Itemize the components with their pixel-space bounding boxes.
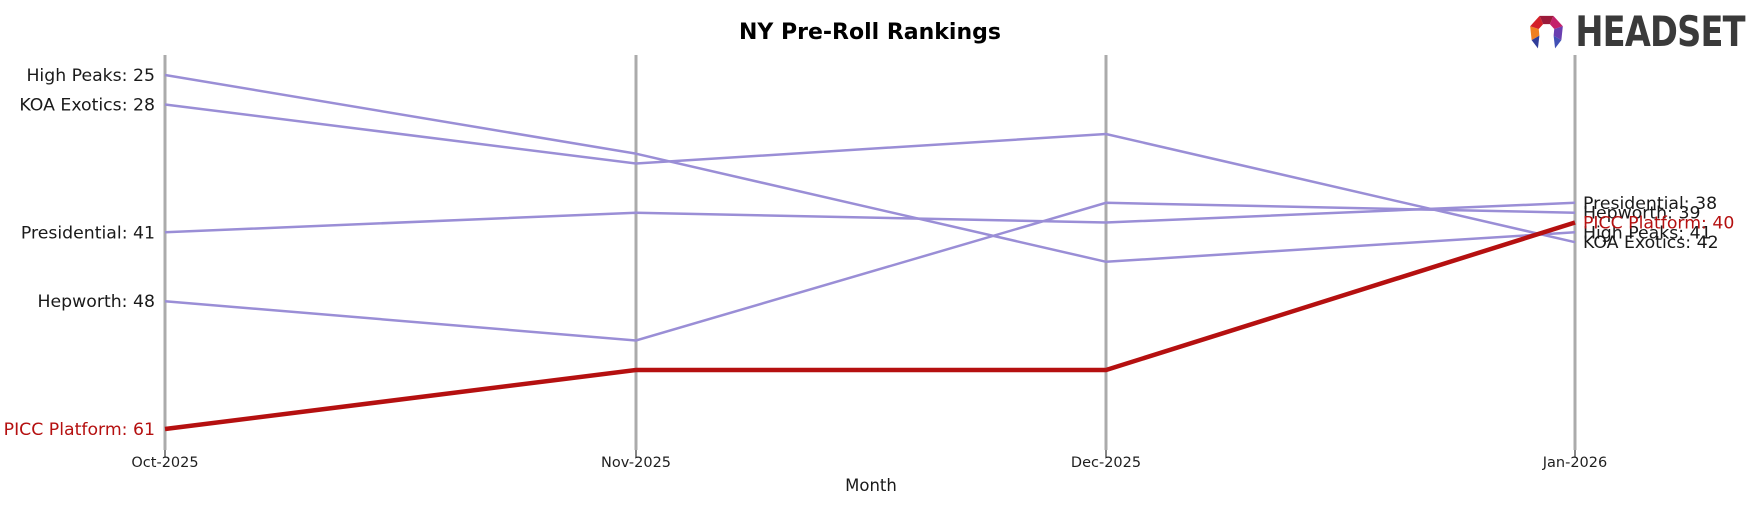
headset-logo-icon: [1530, 15, 1564, 49]
start-label-hepworth: Hepworth: 48: [38, 292, 155, 312]
end-label-koa-exotics: KOA Exotics: 42: [1583, 233, 1719, 253]
series-line-hepworth: [164, 201, 1576, 342]
end-label-picc-platform: PICC Platform: 40: [1583, 214, 1734, 234]
start-label-presidential: Presidential: 41: [21, 223, 155, 243]
logo-facet-f3: [1539, 15, 1554, 25]
end-label-presidential: Presidential: 38: [1583, 194, 1717, 214]
chart-title: NY Pre-Roll Rankings: [739, 20, 1001, 45]
x-axis-title: Month: [845, 476, 897, 495]
x-tick-label-dec-2025: Dec-2025: [1070, 455, 1142, 471]
series-line-koa-exotics: [164, 103, 1576, 244]
x-tick-label-oct-2025: Oct-2025: [131, 455, 199, 471]
logo-facet-f7: [1553, 35, 1562, 49]
start-label-picc-platform: PICC Platform: 61: [4, 420, 155, 440]
logo-facet-f4: [1550, 15, 1564, 30]
logo-facet-f6: [1531, 35, 1540, 49]
logo-facet-f5: [1553, 26, 1564, 41]
headset-logo: HEADSET: [1522, 6, 1746, 58]
logo-facet-f1: [1530, 26, 1540, 41]
series-line-picc-platform: [164, 220, 1576, 432]
logo-facet-f2: [1530, 15, 1544, 30]
end-label-hepworth: Hepworth: 39: [1583, 204, 1700, 224]
x-tick-label-jan-2026: Jan-2026: [1542, 455, 1608, 471]
x-tick-label-nov-2025: Nov-2025: [600, 455, 672, 471]
series-line-presidential: [164, 201, 1576, 234]
series-line-high-peaks: [164, 73, 1576, 264]
start-label-koa-exotics: KOA Exotics: 28: [19, 96, 155, 116]
headset-logo-text: HEADSET: [1575, 7, 1746, 56]
start-label-high-peaks: High Peaks: 25: [26, 66, 155, 86]
end-label-high-peaks: High Peaks: 41: [1583, 223, 1712, 243]
